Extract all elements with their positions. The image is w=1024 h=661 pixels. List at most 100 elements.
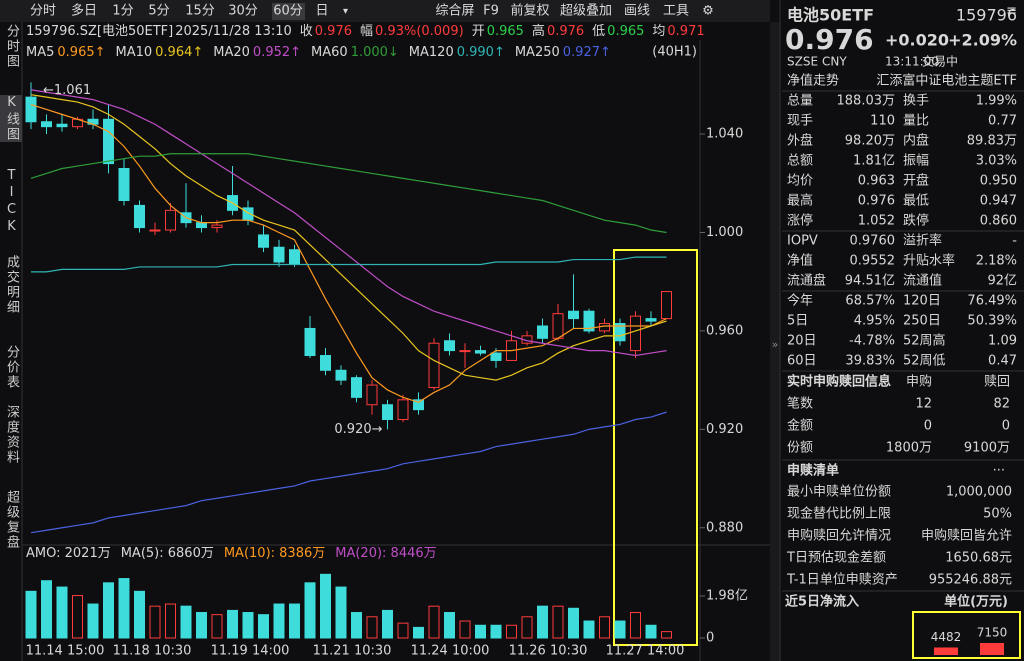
- x-label: 11.18 10:30: [113, 644, 192, 659]
- high-annotation: ←1.061: [43, 83, 91, 98]
- stat-label: 跌停: [903, 213, 929, 229]
- side-tab[interactable]: K线图: [0, 95, 22, 142]
- info-item: 159796.SZ[电池50ETF]: [26, 24, 173, 39]
- candle-body: [490, 352, 502, 361]
- volume-bar: [645, 624, 657, 639]
- collapse-icon[interactable]: »: [772, 338, 779, 351]
- info-item: 0.965: [607, 24, 644, 39]
- candle-body: [459, 350, 471, 353]
- stat-value: 89.83万: [967, 134, 1017, 149]
- period-more[interactable]: ▾: [343, 6, 348, 17]
- x-label: 11.19 14:00: [211, 644, 290, 659]
- stat-value: 0.9760: [850, 234, 896, 249]
- y-tick-label: 0.960: [706, 323, 743, 338]
- volume-bar: [227, 609, 238, 639]
- section-title: 实时申购赎回信息: [787, 374, 891, 390]
- flow-label: 4482: [931, 630, 962, 644]
- candle-body: [258, 234, 269, 248]
- stat-value: 0.963: [858, 174, 895, 189]
- stat-label: 20日: [787, 334, 817, 349]
- period-tab[interactable]: 30分: [228, 4, 258, 19]
- row-value: 82: [993, 397, 1010, 412]
- side-tab[interactable]: 成交明细: [4, 255, 19, 315]
- side-tab[interactable]: 分价表: [4, 345, 19, 390]
- candle-body: [413, 399, 424, 411]
- side-tab[interactable]: 超级复盘: [4, 490, 19, 550]
- info-item: AMO: 2021万: [26, 546, 111, 561]
- volume-bar: [506, 624, 517, 639]
- volume-bar: [630, 612, 641, 639]
- nav-trend[interactable]: 净值走势: [787, 73, 839, 89]
- volume-bar: [397, 622, 409, 639]
- info-item: MA20: [213, 45, 250, 60]
- period-tab[interactable]: 15分: [185, 4, 215, 19]
- period-tab[interactable]: 多日: [71, 3, 97, 19]
- side-tab[interactable]: 分时图: [4, 24, 19, 69]
- period-tab[interactable]: 日: [315, 4, 328, 19]
- candle-body: [41, 121, 52, 128]
- stat-value: 0.976: [858, 194, 895, 209]
- row-value: 0: [924, 419, 932, 434]
- row-value: 12: [915, 397, 932, 412]
- low-annotation: 0.920→: [334, 422, 382, 437]
- stat-value: -: [1012, 234, 1017, 249]
- row-value: 1,000,000: [946, 485, 1012, 500]
- tool-button[interactable]: 画线: [624, 4, 650, 19]
- stat-value: 1.052: [858, 214, 895, 229]
- stat-label: 总额: [787, 154, 813, 169]
- candle-body: [428, 342, 440, 389]
- volume-bar: [428, 605, 440, 639]
- period-tab[interactable]: 1分: [112, 4, 133, 19]
- unit: 单位(万元): [944, 594, 1008, 610]
- volume-bar: [599, 616, 610, 639]
- info-item: MA250: [515, 45, 560, 60]
- info-item: MA120: [409, 45, 454, 60]
- volume-bar: [103, 582, 114, 639]
- info-item: 幅: [360, 24, 373, 39]
- stat-value: 94.51亿: [845, 274, 895, 289]
- info-item: 0.927↑: [563, 45, 611, 60]
- candle-body: [25, 96, 37, 123]
- settings-icon[interactable]: ⚙: [702, 4, 714, 19]
- volume-bar: [211, 614, 223, 639]
- x-label: 11.27 14:00: [606, 644, 685, 659]
- splitter[interactable]: [770, 22, 780, 661]
- side-tab[interactable]: 深度资料: [4, 405, 19, 465]
- tool-button[interactable]: 超级叠加: [560, 4, 612, 19]
- info-item: 0.952↑: [253, 45, 301, 60]
- info-line: AMO: 2021万 MA(5): 6860万 MA(10): 8386万 MA(20…: [26, 546, 437, 561]
- info-item: 0.964↑: [155, 45, 203, 60]
- info-item: 0.976: [547, 24, 584, 39]
- stat-value: 98.20万: [845, 134, 895, 149]
- tool-button[interactable]: F9: [483, 4, 499, 19]
- candle-body: [552, 313, 564, 339]
- stat-value: 3.03%: [976, 154, 1017, 169]
- candle-body: [211, 224, 223, 229]
- panel-menu[interactable]: ≡: [1006, 4, 1017, 19]
- ma-line: [31, 256, 667, 273]
- volume-bar: [382, 609, 393, 639]
- section-title: 申赎清单: [787, 463, 839, 479]
- volume-bar: [196, 612, 207, 639]
- tool-button[interactable]: 综合屏: [435, 4, 474, 19]
- volume-bar: [304, 582, 316, 639]
- stat-value: 2.18%: [976, 254, 1017, 269]
- period-tab[interactable]: 60分: [273, 4, 303, 19]
- candle-body: [537, 325, 548, 339]
- volume-bar: [165, 603, 176, 639]
- period-tab[interactable]: 5分: [148, 4, 169, 19]
- side-tab[interactable]: TICK: [4, 168, 19, 236]
- row-value: 申购赎回皆允许: [921, 528, 1012, 544]
- more[interactable]: ···: [993, 464, 1005, 479]
- status: SZSE: [787, 55, 818, 69]
- info-item: 均: [652, 24, 665, 39]
- candle-body: [366, 384, 378, 406]
- info-item: 0.976: [315, 24, 352, 39]
- volume-bar: [41, 580, 52, 639]
- period-tab[interactable]: 分时: [30, 4, 56, 19]
- volume-bar: [289, 603, 300, 639]
- tool-button[interactable]: 工具: [663, 4, 689, 19]
- tool-button[interactable]: 前复权: [510, 3, 549, 19]
- stat-label: 120日: [903, 294, 941, 309]
- stat-value: 68.57%: [845, 294, 895, 309]
